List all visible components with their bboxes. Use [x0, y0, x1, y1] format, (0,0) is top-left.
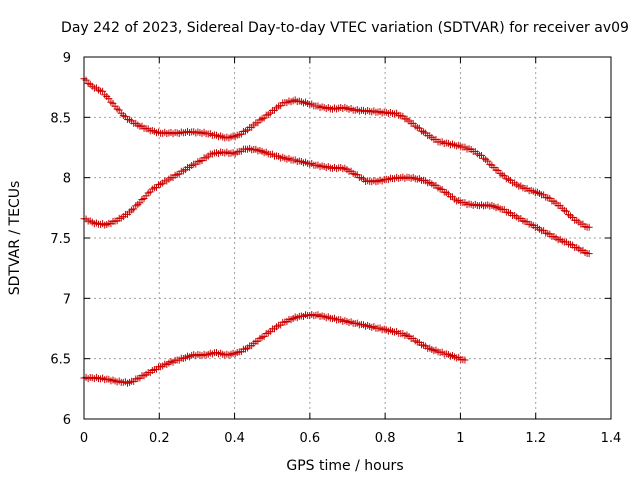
y-tick-label: 7.5	[50, 232, 71, 247]
y-tick-label: 8.5	[50, 111, 71, 126]
y-tick-label: 6.5	[50, 353, 71, 368]
data-point	[461, 356, 469, 364]
data-point	[585, 250, 593, 258]
x-tick-label: 0	[80, 431, 88, 446]
y-tick-label: 8	[63, 172, 71, 187]
x-tick-label: 1	[456, 431, 464, 446]
chart-title: Day 242 of 2023, Sidereal Day-to-day VTE…	[61, 20, 629, 36]
data-point	[99, 87, 107, 95]
y-axis-label: SDTVAR / TECUs	[7, 181, 23, 296]
x-axis-label: GPS time / hours	[286, 458, 403, 474]
y-tick-label: 6	[63, 413, 71, 428]
x-tick-label: 0.4	[224, 431, 245, 446]
axis-ticks	[83, 56, 612, 420]
y-tick-label: 9	[63, 51, 71, 66]
series-layer	[80, 75, 593, 387]
x-tick-labels: 0 0.2 0.4 0.6 0.8 1 1.2 1.4	[80, 431, 621, 446]
data-point	[585, 223, 593, 231]
y-tick-label: 7	[63, 292, 71, 307]
x-tick-label: 1.2	[525, 431, 546, 446]
x-tick-label: 1.4	[601, 431, 622, 446]
x-tick-label: 0.2	[149, 431, 170, 446]
grid-lines	[84, 57, 611, 419]
series-upper	[80, 75, 593, 231]
data-point	[105, 95, 113, 103]
x-tick-label: 0.6	[300, 431, 321, 446]
series-middle	[80, 144, 593, 258]
series-lower	[80, 311, 469, 387]
y-tick-labels: 6 6.5 7 7.5 8 8.5 9	[50, 51, 71, 428]
x-tick-label: 0.8	[375, 431, 396, 446]
